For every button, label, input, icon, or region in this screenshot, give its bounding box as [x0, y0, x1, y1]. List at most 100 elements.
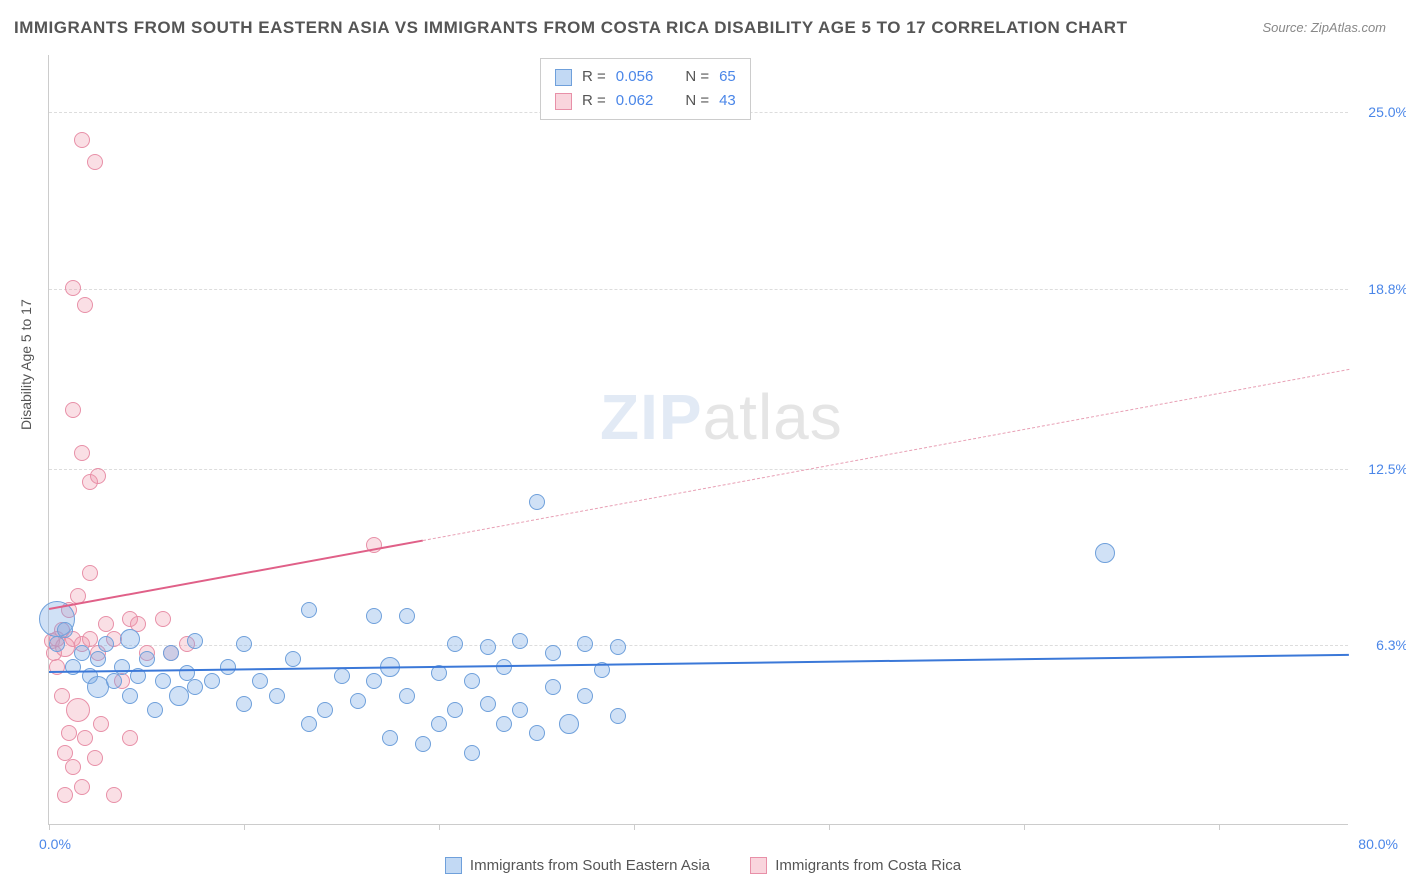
legend-stats-row-b: R = 0.062 N = 43 — [555, 89, 736, 113]
x-tick-mark — [1219, 824, 1220, 830]
scatter-point-a — [559, 714, 579, 734]
scatter-point-a — [512, 633, 528, 649]
r-label: R = — [582, 89, 606, 113]
source-label: Source: ZipAtlas.com — [1262, 20, 1386, 35]
r-value-a: 0.056 — [616, 65, 654, 89]
scatter-point-a — [447, 636, 463, 652]
chart-title: IMMIGRANTS FROM SOUTH EASTERN ASIA VS IM… — [14, 18, 1127, 38]
scatter-point-a — [98, 636, 114, 652]
scatter-point-b — [57, 787, 73, 803]
scatter-point-a — [163, 645, 179, 661]
x-tick-mark — [439, 824, 440, 830]
trendline-a — [49, 654, 1349, 673]
scatter-point-a — [496, 716, 512, 732]
scatter-point-a — [480, 696, 496, 712]
scatter-point-b — [74, 445, 90, 461]
legend-item-b: Immigrants from Costa Rica — [750, 857, 961, 874]
scatter-point-a — [577, 636, 593, 652]
scatter-point-a — [236, 636, 252, 652]
x-tick-mark — [49, 824, 50, 830]
scatter-point-a — [74, 645, 90, 661]
legend-label-b: Immigrants from Costa Rica — [775, 857, 961, 874]
scatter-point-a — [415, 736, 431, 752]
scatter-point-a — [106, 673, 122, 689]
scatter-point-a — [57, 622, 73, 638]
scatter-point-a — [236, 696, 252, 712]
scatter-point-a — [366, 608, 382, 624]
scatter-point-a — [269, 688, 285, 704]
scatter-point-a — [545, 645, 561, 661]
y-axis-label: Disability Age 5 to 17 — [18, 299, 34, 430]
scatter-point-a — [147, 702, 163, 718]
x-min-label: 0.0% — [39, 836, 71, 852]
legend-label-a: Immigrants from South Eastern Asia — [470, 857, 710, 874]
scatter-point-a — [301, 602, 317, 618]
scatter-point-b — [122, 730, 138, 746]
scatter-point-b — [77, 297, 93, 313]
scatter-point-a — [382, 730, 398, 746]
scatter-point-a — [169, 686, 189, 706]
r-label: R = — [582, 65, 606, 89]
scatter-point-a — [512, 702, 528, 718]
scatter-point-a — [1095, 543, 1115, 563]
scatter-point-a — [366, 673, 382, 689]
gridline — [49, 469, 1348, 470]
scatter-point-a — [187, 633, 203, 649]
scatter-point-a — [399, 608, 415, 624]
scatter-point-b — [74, 779, 90, 795]
scatter-point-a — [480, 639, 496, 655]
gridline — [49, 289, 1348, 290]
x-tick-mark — [634, 824, 635, 830]
scatter-point-b — [77, 730, 93, 746]
scatter-point-a — [187, 679, 203, 695]
legend-series: Immigrants from South Eastern Asia Immig… — [0, 857, 1406, 878]
y-tick-label: 12.5% — [1353, 461, 1406, 477]
x-tick-mark — [244, 824, 245, 830]
legend-stats-row-a: R = 0.056 N = 65 — [555, 65, 736, 89]
scatter-point-a — [431, 716, 447, 732]
scatter-point-b — [65, 402, 81, 418]
y-tick-label: 6.3% — [1353, 637, 1406, 653]
scatter-point-b — [90, 468, 106, 484]
scatter-point-a — [399, 688, 415, 704]
scatter-point-a — [350, 693, 366, 709]
plot-area: 6.3%12.5%18.8%25.0%0.0%80.0% — [48, 55, 1348, 825]
scatter-point-b — [65, 759, 81, 775]
scatter-point-b — [87, 750, 103, 766]
legend-stats: R = 0.056 N = 65 R = 0.062 N = 43 — [540, 58, 751, 120]
scatter-point-a — [447, 702, 463, 718]
swatch-series-b-icon — [555, 93, 572, 110]
scatter-point-a — [496, 659, 512, 675]
x-max-label: 80.0% — [1358, 836, 1398, 852]
scatter-point-b — [66, 698, 90, 722]
n-value-b: 43 — [719, 89, 736, 113]
scatter-point-a — [155, 673, 171, 689]
n-label: N = — [685, 89, 709, 113]
y-tick-label: 25.0% — [1353, 104, 1406, 120]
n-value-a: 65 — [719, 65, 736, 89]
scatter-point-a — [139, 651, 155, 667]
legend-item-a: Immigrants from South Eastern Asia — [445, 857, 710, 874]
scatter-point-b — [61, 725, 77, 741]
trendline-b-solid — [49, 540, 423, 610]
scatter-point-a — [114, 659, 130, 675]
scatter-point-b — [87, 154, 103, 170]
scatter-point-a — [464, 673, 480, 689]
r-value-b: 0.062 — [616, 89, 654, 113]
scatter-point-a — [464, 745, 480, 761]
scatter-point-a — [49, 636, 65, 652]
scatter-point-a — [545, 679, 561, 695]
scatter-point-a — [301, 716, 317, 732]
scatter-point-a — [610, 708, 626, 724]
scatter-point-b — [74, 132, 90, 148]
scatter-point-b — [106, 787, 122, 803]
scatter-point-b — [65, 280, 81, 296]
scatter-point-b — [82, 565, 98, 581]
swatch-series-a-icon — [445, 857, 462, 874]
y-tick-label: 18.8% — [1353, 281, 1406, 297]
scatter-point-a — [577, 688, 593, 704]
scatter-point-a — [529, 725, 545, 741]
x-tick-mark — [1024, 824, 1025, 830]
scatter-point-a — [122, 688, 138, 704]
scatter-point-a — [334, 668, 350, 684]
